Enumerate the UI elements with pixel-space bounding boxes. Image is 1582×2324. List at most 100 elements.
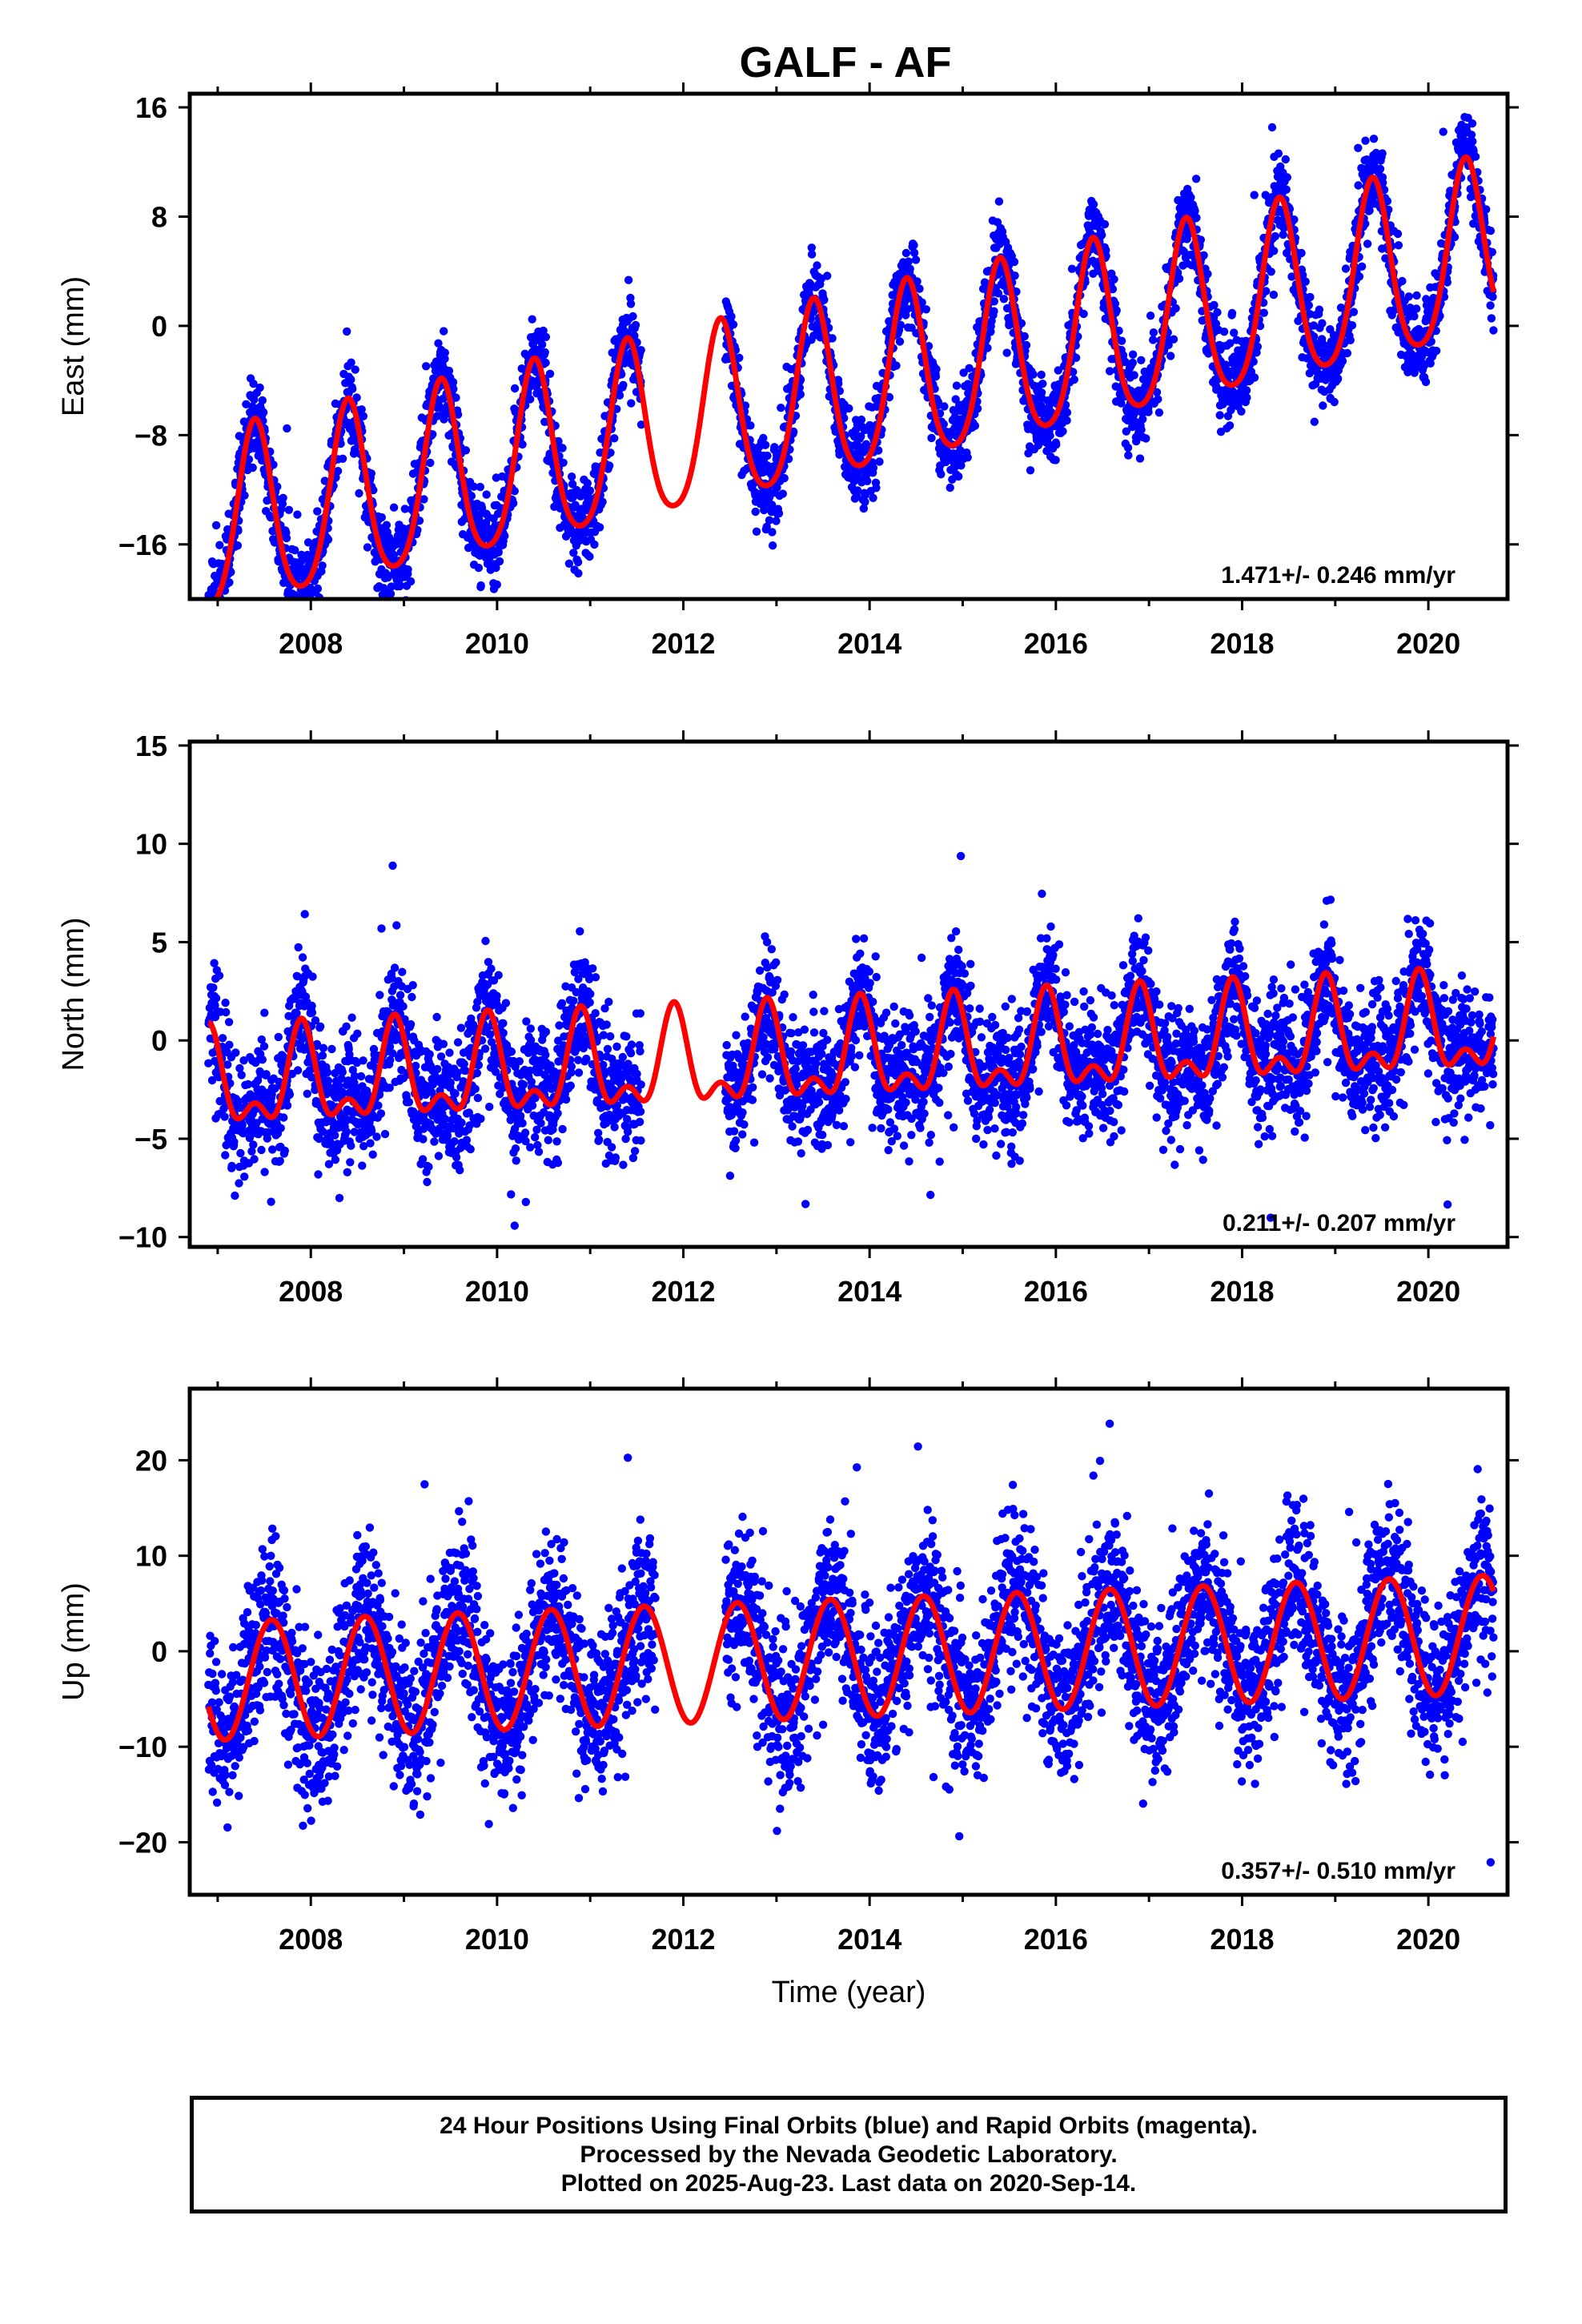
data-point bbox=[835, 387, 845, 396]
data-point bbox=[257, 1145, 266, 1155]
data-point bbox=[932, 364, 941, 374]
data-point bbox=[356, 1072, 366, 1081]
data-point bbox=[1319, 401, 1327, 410]
data-point bbox=[784, 454, 793, 464]
data-point bbox=[1062, 408, 1072, 417]
data-point bbox=[308, 972, 317, 981]
data-point bbox=[1174, 274, 1184, 283]
data-point bbox=[741, 401, 750, 410]
data-point bbox=[355, 489, 363, 498]
data-point bbox=[895, 337, 905, 346]
data-point bbox=[924, 342, 934, 351]
data-point bbox=[1070, 375, 1079, 384]
data-point bbox=[331, 1131, 339, 1140]
data-point bbox=[327, 1044, 336, 1054]
x-tick-label: 2008 bbox=[279, 627, 343, 660]
data-point bbox=[559, 458, 568, 467]
data-point bbox=[1128, 350, 1138, 359]
data-point bbox=[1124, 451, 1133, 460]
data-point bbox=[368, 1150, 377, 1159]
data-point bbox=[538, 340, 547, 349]
data-point bbox=[1412, 291, 1421, 300]
data-point bbox=[1431, 346, 1441, 356]
data-point bbox=[1486, 301, 1495, 310]
data-point bbox=[280, 608, 288, 616]
data-point bbox=[983, 344, 992, 352]
data-point bbox=[448, 378, 458, 387]
data-point bbox=[1242, 386, 1251, 395]
data-point bbox=[333, 467, 343, 476]
data-point bbox=[590, 540, 599, 549]
data-point bbox=[921, 305, 931, 314]
data-point bbox=[453, 410, 463, 419]
data-point bbox=[221, 1151, 230, 1160]
data-point bbox=[476, 581, 485, 590]
data-point bbox=[1338, 356, 1347, 366]
data-point bbox=[1357, 262, 1367, 271]
data-point bbox=[990, 307, 998, 316]
data-point bbox=[347, 375, 355, 384]
data-point bbox=[258, 1055, 267, 1064]
data-point bbox=[469, 482, 478, 491]
data-point bbox=[892, 361, 901, 370]
data-point bbox=[406, 577, 416, 586]
y-tick-label: −8 bbox=[135, 419, 167, 452]
data-point bbox=[768, 541, 777, 550]
data-point bbox=[1130, 371, 1138, 380]
data-point bbox=[244, 455, 254, 464]
data-point bbox=[335, 1193, 344, 1203]
data-point bbox=[351, 365, 359, 374]
data-point bbox=[1017, 319, 1026, 328]
data-point bbox=[772, 517, 781, 525]
data-point bbox=[1108, 284, 1118, 294]
data-point bbox=[780, 473, 789, 483]
data-point bbox=[1393, 229, 1403, 239]
data-point bbox=[210, 612, 218, 620]
data-point bbox=[235, 1179, 243, 1188]
data-point bbox=[510, 487, 519, 496]
data-point bbox=[1487, 314, 1496, 323]
data-point bbox=[1333, 374, 1343, 383]
data-point bbox=[585, 486, 595, 495]
data-point bbox=[260, 1168, 269, 1176]
data-point bbox=[255, 448, 264, 456]
data-point bbox=[363, 543, 372, 552]
data-point bbox=[1067, 264, 1077, 273]
data-point bbox=[1230, 328, 1239, 337]
data-point bbox=[861, 497, 869, 506]
data-point bbox=[626, 300, 636, 308]
data-point bbox=[295, 613, 303, 621]
data-point bbox=[545, 369, 555, 378]
data-point bbox=[1069, 368, 1078, 376]
data-point bbox=[746, 421, 755, 430]
data-point bbox=[1146, 312, 1155, 320]
data-point bbox=[225, 1040, 234, 1049]
data-point bbox=[761, 440, 770, 449]
data-point bbox=[759, 433, 768, 443]
data-point bbox=[293, 510, 302, 519]
data-point bbox=[260, 1008, 269, 1017]
data-point bbox=[255, 383, 264, 392]
x-tick-label: 2018 bbox=[1210, 627, 1274, 660]
data-point bbox=[467, 492, 476, 501]
data-point bbox=[476, 482, 484, 492]
data-point bbox=[554, 436, 563, 446]
data-point bbox=[1144, 408, 1153, 416]
data-point bbox=[359, 1056, 367, 1065]
data-point bbox=[208, 604, 216, 612]
data-point bbox=[1361, 136, 1370, 145]
data-point bbox=[970, 421, 980, 430]
data-point bbox=[1341, 264, 1351, 273]
data-point bbox=[396, 581, 404, 591]
data-point bbox=[901, 248, 911, 258]
data-point bbox=[1022, 340, 1031, 350]
data-point bbox=[1079, 309, 1088, 319]
data-point bbox=[275, 1156, 284, 1165]
data-point bbox=[436, 404, 445, 412]
data-point bbox=[250, 1155, 259, 1164]
data-point bbox=[1354, 143, 1363, 152]
data-point bbox=[990, 297, 999, 306]
data-point bbox=[377, 924, 386, 933]
data-point bbox=[377, 513, 386, 522]
data-point bbox=[1227, 308, 1237, 318]
